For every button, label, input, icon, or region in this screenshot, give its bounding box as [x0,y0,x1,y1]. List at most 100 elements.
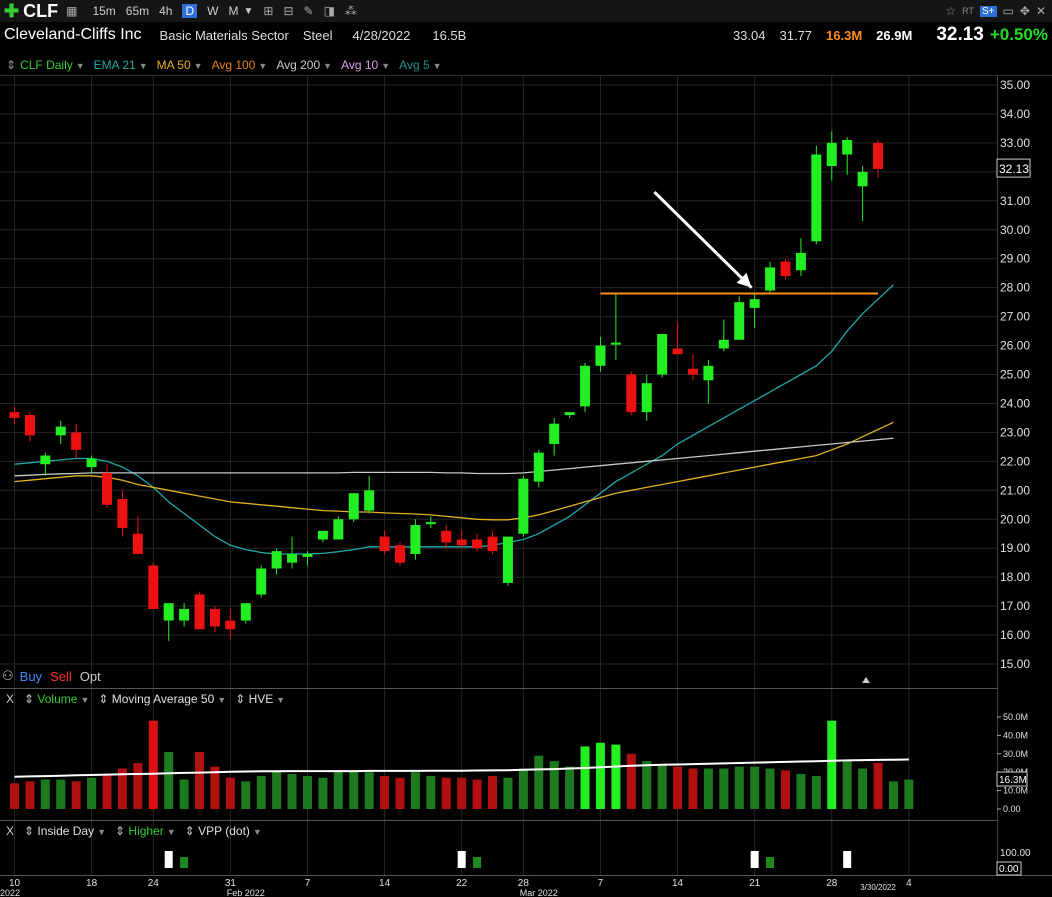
chevron-down-icon[interactable]: ▼ [166,827,176,837]
inside-day-marker [457,851,466,868]
compare-icon[interactable]: ⊞ [263,4,274,18]
trade-buttons: ⚇ Buy Sell Opt [2,668,101,684]
move-icon[interactable]: ✥ [1019,4,1030,18]
close-icon[interactable]: ✕ [1035,4,1046,18]
indicator-ema-21[interactable]: EMA 21 ▼ [94,58,148,72]
volume-bar [25,781,35,809]
company-name: Cleveland-Cliffs Inc [4,26,142,43]
chevron-down-icon[interactable]: ▼ [252,827,262,837]
legend-inside-day[interactable]: ⇕ Inside Day ▼ [24,824,106,838]
candle-body [626,374,637,413]
print-icon[interactable]: ▦ [66,4,78,18]
chevron-down-icon[interactable]: ▼ [276,695,286,705]
volume-bar [811,775,821,809]
timeframe-15m[interactable]: 15m [92,4,116,18]
indicator-clf-daily[interactable]: CLF Daily ▼ [20,58,85,72]
ticker-symbol[interactable]: CLF [23,0,59,21]
x-month-label: Feb 2022 [227,888,265,897]
volume-bar [256,775,266,809]
chevron-down-icon[interactable]: ▼ [193,61,203,71]
annotate-icon[interactable]: ◨ [323,4,335,18]
timeframe-m[interactable]: M [228,4,239,18]
chevron-down-icon[interactable]: ▼ [217,695,227,705]
volume-tick-label: 10.0M [1003,786,1028,796]
legend-sort-icon[interactable]: ⇕ [6,58,17,72]
last-price: 32.13 [936,24,984,45]
chevron-down-icon[interactable]: ▼ [381,61,391,71]
sort-icon[interactable]: ⇕ [24,692,38,706]
share-network-icon[interactable]: ⁂ [344,4,357,18]
candle-body [564,412,575,416]
x-tick-label: 10 [9,878,21,889]
legend-higher[interactable]: ⇕ Higher ▼ [115,824,176,838]
rt-icon[interactable]: RT [962,6,975,16]
x-tick-label: 14 [672,878,684,889]
volume-bar [364,772,374,809]
timeframe-w[interactable]: W [207,4,219,18]
market-cap: 16.5B [432,27,467,43]
indicator-avg-200[interactable]: Avg 200 ▼ [276,58,332,72]
indicator-list: CLF Daily ▼ EMA 21 ▼ MA 50 ▼ Avg 100 ▼ Avg 200 ▼ A… [20,58,450,72]
lower-current-box [996,861,1022,876]
timeframe-dropdown-icon[interactable]: ▼ [243,5,254,17]
draw-icon[interactable]: ✎ [303,4,314,18]
sell-button[interactable]: Sell [50,668,72,684]
chevron-down-icon[interactable]: ▼ [432,61,442,71]
add-icon[interactable]: ✚ [4,0,20,21]
volume-bar [426,775,436,809]
chevron-down-icon[interactable]: ▼ [323,61,333,71]
chevron-down-icon[interactable]: ▼ [97,827,107,837]
sort-icon[interactable]: ⇕ [24,824,38,838]
candle-body [456,539,467,546]
volume-bar [781,770,790,809]
options-button[interactable]: Opt [79,668,101,684]
volume-tick-label: 50.0M [1003,712,1028,722]
timeframe-4h[interactable]: 4h [159,4,173,18]
higher-marker [180,857,189,868]
window-icon[interactable]: ▭ [1002,4,1014,18]
indicator-avg-100[interactable]: Avg 100 ▼ [212,58,268,72]
star-icon[interactable]: ☆ [945,4,957,18]
sort-icon[interactable]: ⇕ [235,692,249,706]
layout-icon[interactable]: ⊟ [283,4,294,18]
indicator-avg-5[interactable]: Avg 5 ▼ [399,58,441,72]
volume-tick-label: 0.00 [1003,804,1021,814]
legend-volume[interactable]: ⇕ Volume ▼ [24,692,89,706]
volume-close-button[interactable]: X [6,692,15,706]
sort-icon[interactable]: ⇕ [184,824,199,838]
candle-body [580,365,591,407]
last-price-box [996,158,1031,178]
x-tick-label: 7 [305,878,311,889]
candle-body [734,302,745,340]
trade-icon[interactable]: ⚇ [2,668,14,683]
buy-button[interactable]: Buy [19,668,43,684]
lower-indicator-list: ⇕ Inside Day ▼ ⇕ Higher ▼ ⇕ VPP (dot) ▼ [24,824,271,838]
x-tick-label: 24 [148,878,160,889]
indicator-avg-10[interactable]: Avg 10 ▼ [341,58,390,72]
x-tick-label: 7 [598,878,604,889]
x-month-label: Mar 2022 [520,888,558,897]
legend-hve[interactable]: ⇕ HVE ▼ [235,692,285,706]
volume-bar [611,744,621,809]
legend-moving-average-50[interactable]: ⇕ Moving Average 50 ▼ [98,692,226,706]
share-icon[interactable]: S+ [980,5,997,17]
chevron-down-icon[interactable]: ▼ [75,61,85,71]
chevron-down-icon[interactable]: ▼ [258,61,268,71]
sort-icon[interactable]: ⇕ [115,824,129,838]
volume-bar [673,766,683,809]
lower-close-button[interactable]: X [6,824,15,838]
timeframe-d[interactable]: D [182,4,198,18]
volume-bar [534,755,544,809]
volume-ma-line [14,758,909,778]
chevron-down-icon[interactable]: ▼ [138,61,148,71]
volume-bar [657,764,667,809]
chevron-down-icon[interactable]: ▼ [80,695,90,705]
ma-line-avg-200 [14,437,894,477]
volume-bar [796,774,806,809]
sort-icon[interactable]: ⇕ [98,692,112,706]
legend-vpp-dot-[interactable]: ⇕ VPP (dot) ▼ [185,824,262,838]
indicator-ma-50[interactable]: MA 50 ▼ [157,58,203,72]
timeframe-65m[interactable]: 65m [125,4,150,18]
price-change: +0.50% [989,25,1048,44]
